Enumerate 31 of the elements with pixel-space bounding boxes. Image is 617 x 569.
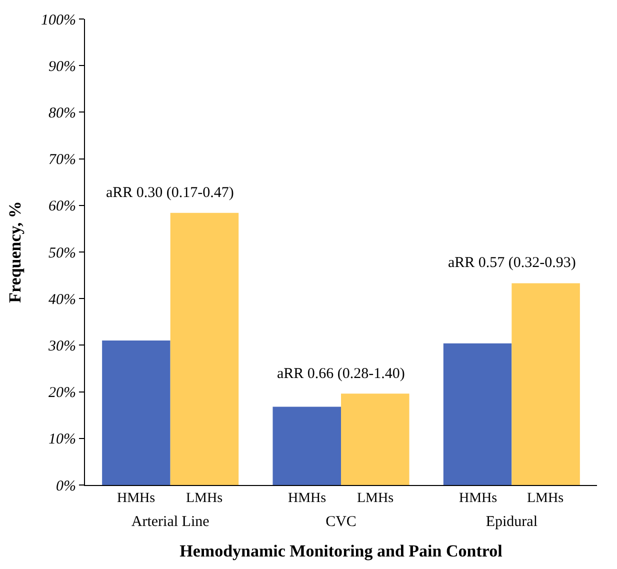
y-tick-label: 40%	[48, 292, 76, 308]
bar	[341, 394, 410, 485]
y-axis-title: Frequency, %	[6, 201, 25, 303]
annotation: aRR 0.66 (0.28-1.40)	[277, 366, 405, 382]
text: LMHs	[357, 491, 394, 506]
bar	[443, 343, 512, 485]
annotation: aRR 0.57 (0.32-0.93)	[448, 255, 576, 271]
annotation: aRR 0.30 (0.17-0.47)	[106, 185, 234, 201]
y-tick-label: 50%	[48, 245, 76, 262]
bar	[170, 212, 239, 485]
x-tick-label: CVC	[326, 514, 356, 530]
series-label: HMHs	[117, 491, 156, 506]
bar	[102, 340, 170, 485]
bar	[272, 406, 341, 485]
y-tick-label: 100%	[41, 12, 76, 28]
x-tick-label: Arterial Line	[131, 514, 210, 530]
series-label: LMHs	[186, 491, 223, 506]
y-tick-label: 20%	[48, 385, 76, 402]
text: LMHs	[527, 491, 564, 506]
y-tick-label: 90%	[48, 58, 76, 75]
text: HMHs	[459, 491, 498, 506]
bar	[512, 283, 580, 485]
text: HMHs	[288, 491, 326, 506]
x-axis-title: Hemodynamic Monitoring and Pain Control	[180, 541, 503, 560]
y-tick-label: 30%	[48, 338, 76, 354]
y-tick-label: 70%	[48, 152, 76, 168]
y-tick-label: 80%	[48, 105, 76, 122]
y-tick-label: 10%	[48, 432, 76, 448]
y-tick-label: 0%	[56, 478, 76, 494]
y-tick-label: 60%	[48, 198, 76, 215]
x-tick-label: Epidural	[486, 514, 538, 530]
